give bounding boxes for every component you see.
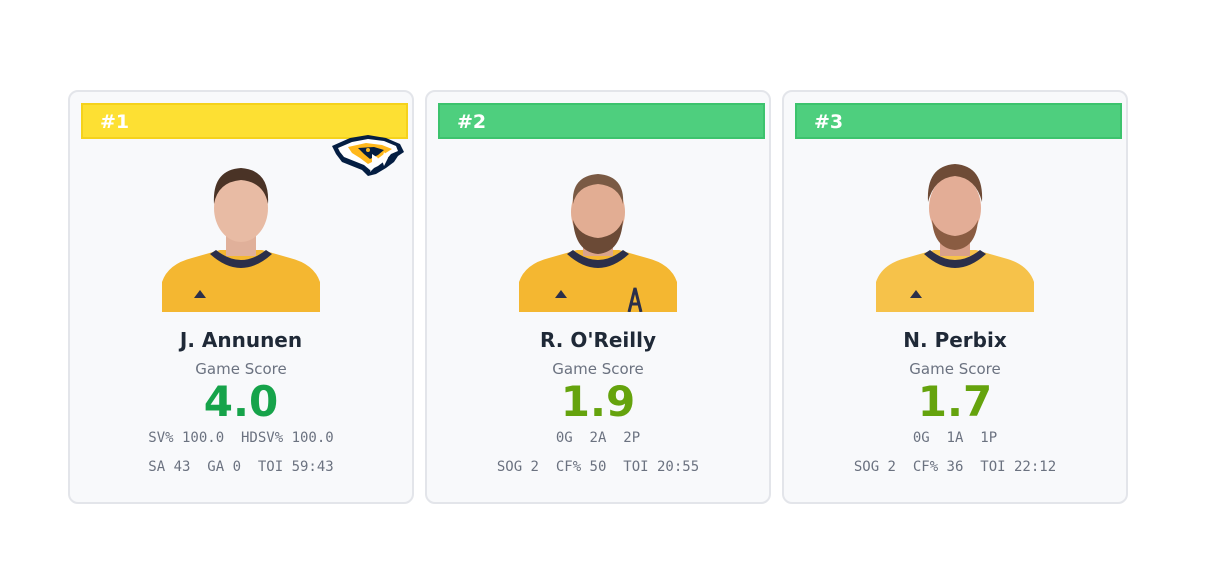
player-card-3[interactable]: #3 N. Perbix Game Score 1.7 0G 1A 1P SOG… — [782, 90, 1128, 504]
player-headshot-icon — [519, 174, 677, 312]
rank-bar-3: #3 — [795, 103, 1122, 139]
game-score-label: Game Score — [195, 360, 287, 378]
top-performers-cards: #1 J. Annunen Game Score 4.0 SV% 100.0 H… — [68, 90, 1128, 504]
stats-line-2: SA 43 GA 0 TOI 59:43 — [148, 459, 334, 475]
stats-line-1: 0G 2A 2P — [555, 430, 641, 446]
rank-label: #2 — [457, 111, 487, 133]
game-score-value: 1.9 — [560, 377, 636, 426]
rank-label: #3 — [814, 111, 844, 133]
rank-bar-2: #2 — [438, 103, 765, 139]
player-headshot-icon — [876, 164, 1034, 312]
stats-line-2: SOG 2 CF% 50 TOI 20:55 — [496, 459, 700, 475]
stats-line-2: SOG 2 CF% 36 TOI 22:12 — [853, 459, 1057, 475]
player-name: N. Perbix — [903, 328, 1007, 352]
player-name: J. Annunen — [179, 328, 303, 352]
rank-label: #1 — [100, 111, 130, 133]
game-score-label: Game Score — [552, 360, 644, 378]
game-score-label: Game Score — [909, 360, 1001, 378]
player-headshot-icon — [162, 168, 320, 312]
stats-line-1: 0G 1A 1P — [912, 430, 998, 446]
player-card-1[interactable]: #1 J. Annunen Game Score 4.0 SV% 100.0 H… — [68, 90, 414, 504]
game-score-value: 4.0 — [203, 377, 279, 426]
player-card-2[interactable]: #2 R. O'Reilly Game Score 1.9 0G 2A 2P S… — [425, 90, 771, 504]
stats-line-1: SV% 100.0 HDSV% 100.0 — [148, 430, 334, 446]
game-score-value: 1.7 — [917, 377, 993, 426]
rank-bar-1: #1 — [81, 103, 408, 139]
player-name: R. O'Reilly — [539, 328, 657, 352]
predators-logo-icon — [332, 135, 404, 176]
